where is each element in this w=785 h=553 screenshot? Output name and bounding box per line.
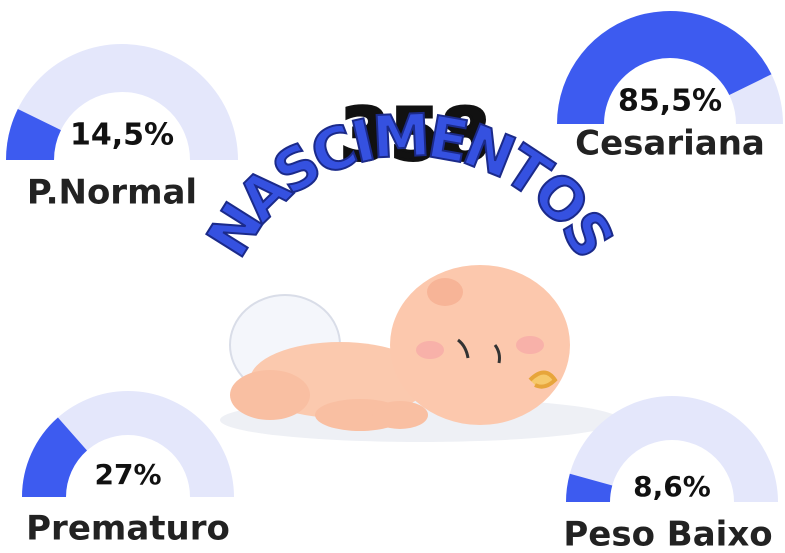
gauge-title: P.Normal (27, 173, 197, 213)
gauge-value: 27% (94, 458, 161, 491)
gauge-title: Cesariana (575, 124, 765, 164)
gauge-title: Prematuro (26, 509, 230, 549)
gauge-value: 8,6% (633, 470, 711, 503)
infographic: 358 NASCIMENTOS 14,5%P.Normal85,5%Cesari… (0, 0, 785, 553)
baby-illustration (220, 265, 620, 442)
arched-word-path: NASCIMENTOS (194, 101, 627, 268)
arched-word: NASCIMENTOS (194, 101, 627, 268)
gauge-value: 85,5% (618, 84, 722, 119)
gauge-title: Peso Baixo (563, 515, 772, 553)
gauge-value: 14,5% (70, 118, 174, 153)
